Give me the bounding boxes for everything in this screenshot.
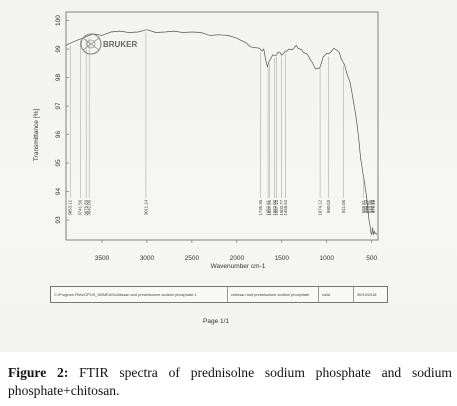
x-tick-label: 1000 [320, 255, 335, 262]
y-axis-title: Transmittance [%] [33, 109, 40, 161]
peak-label: 811.00 [341, 199, 346, 212]
peak-marker-lines [70, 32, 367, 198]
x-axis-ticks: 3500 3000 2500 2000 1500 1000 500 [95, 240, 378, 262]
peak-label: 3741.56 [78, 199, 83, 215]
peak-label: 3642.06 [87, 199, 92, 215]
peak-label: 479.13 [371, 199, 376, 213]
y-tick-label: 99 [55, 45, 62, 53]
peak-label: 3853.12 [68, 199, 73, 215]
spectrum-line [65, 29, 378, 236]
y-tick-label: 95 [55, 159, 62, 167]
sample-form: solid [318, 287, 353, 302]
x-tick-label: 500 [366, 255, 377, 262]
sample-name: chitosan and prednisolone sodium phospha… [227, 287, 318, 302]
bruker-logo: BRUKER [80, 33, 137, 55]
brand-name: BRUKER [103, 40, 137, 49]
axis-frame [65, 11, 379, 241]
x-tick-label: 2000 [230, 255, 245, 262]
figure-caption: Figure 2: FTIR spectra of prednisolne so… [8, 364, 452, 400]
caption-text: FTIR spectra of prednisolne sodium phosp… [8, 365, 452, 398]
peak-label: 588.61 [361, 199, 366, 213]
peak-label: 3675.83 [84, 199, 89, 215]
x-tick-label: 3500 [95, 255, 110, 262]
y-tick-label: 93 [55, 216, 62, 224]
y-axis-ticks: 93 94 95 96 97 98 99 100 [55, 15, 69, 224]
peak-label: 1557.10 [274, 199, 279, 215]
peak-label: 1637.51 [267, 199, 272, 215]
file-path: C:\Program Files\OPUS_65\MEAS\chitosan a… [54, 292, 197, 297]
peak-label: 510.99 [368, 199, 373, 213]
x-tick-label: 1500 [275, 255, 290, 262]
peak-label: 1458.94 [283, 199, 288, 215]
x-tick-label: 3000 [140, 255, 155, 262]
plot-frame [65, 11, 379, 241]
peak-label: 560.99 [364, 199, 369, 213]
page-number: Page 1/1 [203, 318, 230, 325]
peak-label: 1652.61 [266, 199, 271, 215]
y-tick-label: 97 [55, 102, 62, 110]
peak-label: 1583.00 [272, 199, 277, 215]
x-axis-title: Wavenumber cm-1 [211, 263, 266, 270]
peak-label: 492.32 [370, 199, 375, 213]
sample-info-table: C:\Program Files\OPUS_65\MEAS\chitosan a… [50, 286, 388, 303]
y-tick-label: 96 [55, 131, 62, 139]
y-tick-label: 98 [55, 74, 62, 82]
caption-prefix: Figure 2: [8, 365, 69, 380]
peak-label: 980.03 [326, 199, 331, 213]
peak-label: 1503.77 [279, 199, 284, 215]
y-tick-label: 94 [55, 188, 62, 196]
peak-label: 3011.14 [143, 199, 148, 215]
x-tick-label: 2500 [185, 255, 200, 262]
peak-label: 1735.36 [258, 199, 263, 215]
peak-label: 1074.12 [318, 199, 323, 215]
y-tick-label: 100 [55, 15, 62, 26]
measurement-date: 30/10/2016 [353, 287, 387, 302]
